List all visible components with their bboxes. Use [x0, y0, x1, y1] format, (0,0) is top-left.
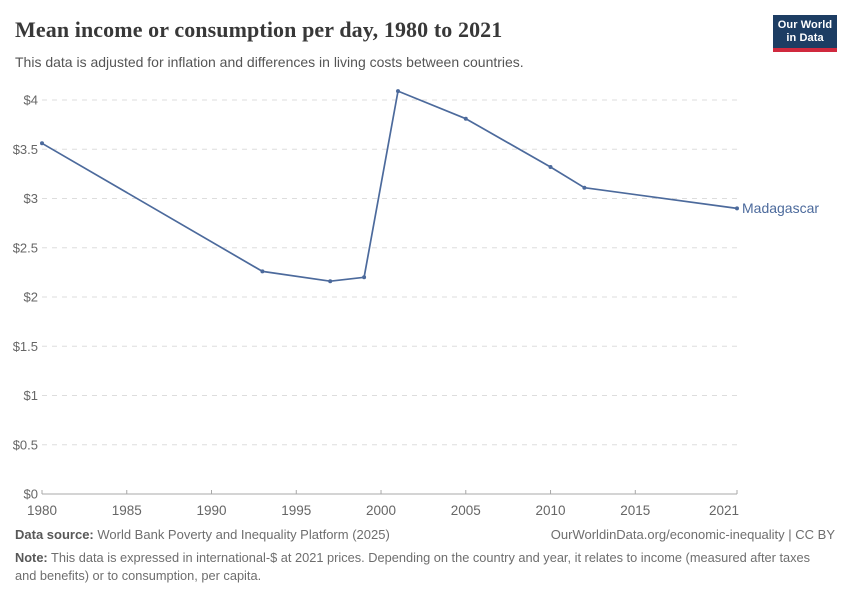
- footer-source-row: Data source: World Bank Poverty and Ineq…: [15, 527, 835, 542]
- y-axis-tick-label: $2.5: [13, 240, 38, 255]
- chart-title: Mean income or consumption per day, 1980…: [15, 17, 503, 42]
- x-axis-tick-label: 1980: [27, 503, 57, 518]
- x-axis-tick-label: 2021: [709, 503, 739, 518]
- y-axis-tick-label: $3: [24, 191, 38, 206]
- x-axis-tick-label: 2000: [366, 503, 396, 518]
- data-point-marker: [582, 185, 587, 190]
- data-source-label: Data source:: [15, 527, 94, 542]
- x-axis-tick-label: 1985: [112, 503, 142, 518]
- x-axis-tick-label: 2005: [451, 503, 481, 518]
- chart-subtitle: This data is adjusted for inflation and …: [15, 54, 524, 70]
- series-line-madagascar: [41, 90, 738, 283]
- line-chart-canvas: $0 $0.5 $1 $1.5 $2 $2.5 $3 $3.5 $4 1980 1985 1990 19…: [13, 89, 739, 518]
- y-axis-tick-label: $1: [24, 388, 38, 403]
- data-point-marker: [362, 275, 367, 280]
- x-axis-tick-label: 2010: [536, 503, 566, 518]
- y-axis-tick-label: $0: [24, 487, 38, 502]
- owid-logo-text-line2: in Data: [786, 32, 824, 44]
- data-point-marker: [328, 279, 333, 284]
- note-label: Note:: [15, 550, 48, 565]
- y-axis-tick-label: $2: [24, 290, 38, 305]
- y-axis-tick-label: $3.5: [13, 142, 38, 157]
- x-axis-tick-label: 1990: [196, 503, 226, 518]
- owid-license-link[interactable]: OurWorldinData.org/economic-inequality |…: [550, 527, 835, 542]
- data-point-marker: [396, 89, 400, 94]
- x-axis-tick-label: 2015: [620, 503, 650, 518]
- data-point-marker: [260, 269, 265, 274]
- owid-logo[interactable]: Our World in Data: [773, 15, 837, 52]
- data-point-marker: [735, 206, 739, 211]
- x-axis-tick-label: 1995: [281, 503, 311, 518]
- data-source-text: Data source: World Bank Poverty and Ineq…: [15, 527, 390, 542]
- data-point-marker: [548, 165, 553, 169]
- series-label-madagascar: Madagascar: [742, 200, 820, 216]
- y-axis-tick-label: $0.5: [13, 437, 38, 452]
- owid-logo-text-line1: Our World: [777, 19, 833, 31]
- data-point-marker: [40, 141, 44, 146]
- data-point-marker: [463, 116, 468, 121]
- y-axis-tick-label: $4: [24, 93, 38, 108]
- y-axis-tick-label: $1.5: [13, 339, 38, 354]
- footer-note: Note: This data is expressed in internat…: [15, 550, 811, 583]
